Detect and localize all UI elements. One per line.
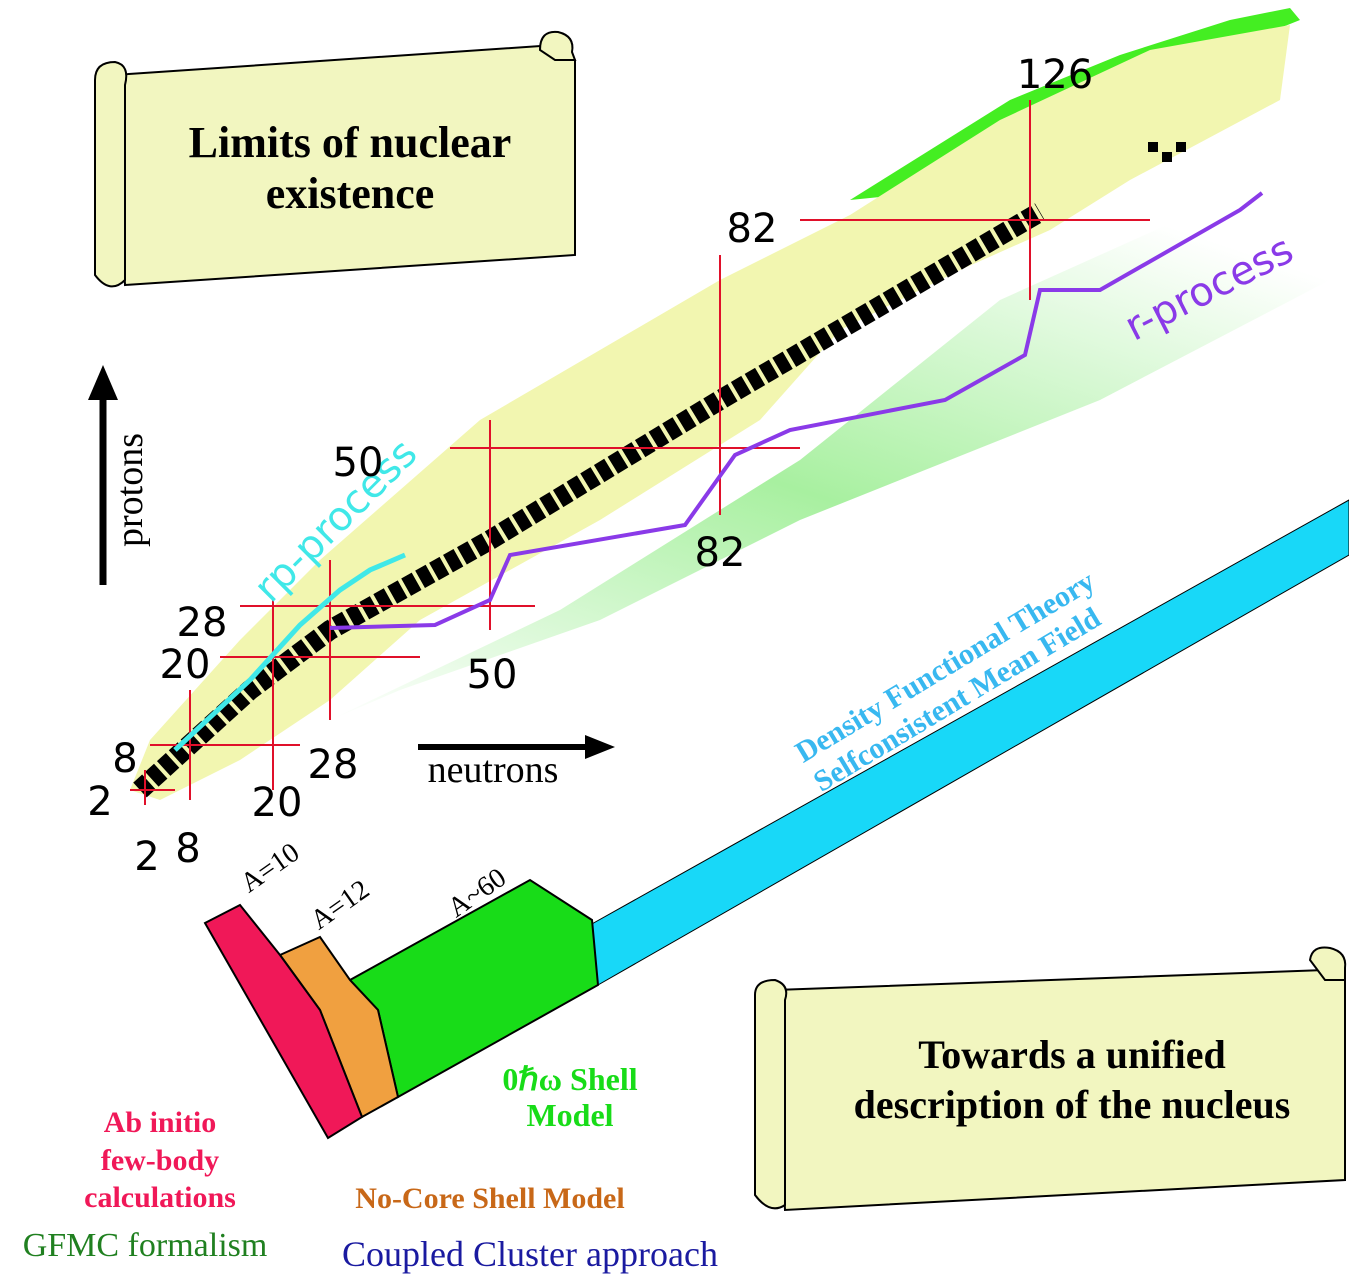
neutron-magic: 8 [175, 826, 200, 872]
shell-label: Model [526, 1097, 613, 1133]
neutron-arrowhead [585, 735, 615, 759]
proton-magic: 28 [177, 600, 228, 646]
title-line: Limits of nuclear [189, 118, 512, 167]
mass-label: A=12 [305, 874, 375, 936]
neutron-magic: 20 [252, 780, 303, 826]
proton-magic: 50 [333, 440, 384, 486]
proton-magic: 20 [160, 642, 211, 688]
proton-arrowhead [88, 365, 118, 400]
title-line: existence [266, 169, 435, 218]
coupled-cluster-label: Coupled Cluster approach [342, 1234, 718, 1274]
neutron-magic: 2 [134, 834, 159, 880]
proton-magic: 82 [727, 206, 778, 252]
neutron-magic: 50 [467, 652, 518, 698]
mass-label: A=10 [235, 837, 305, 899]
proton-magic: 2 [87, 779, 112, 825]
unified-line: description of the nucleus [854, 1082, 1291, 1127]
unified-line: Towards a unified [918, 1032, 1226, 1077]
diagram: rp-process r-process 2 8 20 28 50 82 126… [0, 0, 1349, 1277]
neutrons-label: neutrons [428, 749, 559, 791]
scroll [755, 948, 1345, 1211]
no-core-label: No-Core Shell Model [355, 1182, 624, 1215]
neutron-magic: 28 [308, 742, 359, 788]
ab-initio-label: Ab initio [104, 1106, 217, 1139]
gfmc-label: GFMC formalism [23, 1227, 268, 1264]
ab-initio-label: calculations [84, 1181, 236, 1214]
nucleus [1148, 142, 1158, 152]
nucleus [1176, 142, 1186, 152]
shell-label: 0ℏω Shell [502, 1061, 637, 1097]
proton-magic: 126 [1017, 52, 1093, 98]
protons-label: protons [109, 433, 151, 547]
proton-magic: 8 [112, 736, 137, 782]
neutron-magic: 82 [695, 530, 746, 576]
nucleus [1162, 152, 1172, 162]
ab-initio-label: few-body [101, 1144, 219, 1177]
